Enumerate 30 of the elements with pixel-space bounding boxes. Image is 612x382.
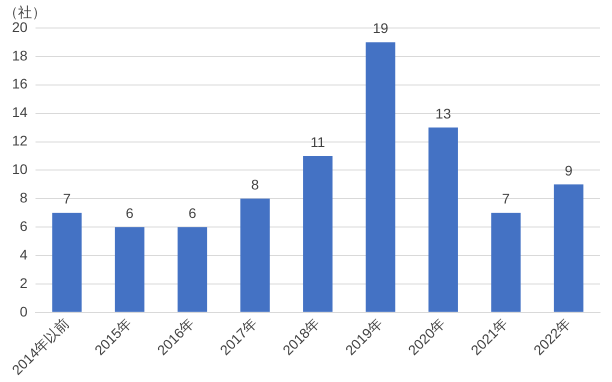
data-label: 19 — [372, 20, 388, 36]
y-tick-label: 12 — [12, 132, 28, 149]
y-tick-label: 16 — [12, 76, 28, 92]
y-tick-label: 4 — [20, 246, 28, 262]
y-tick-label: 6 — [20, 218, 28, 234]
y-tick-label: 14 — [12, 104, 28, 120]
y-axis-title: （社） — [4, 4, 46, 20]
data-label: 13 — [435, 105, 452, 122]
bar — [366, 42, 396, 312]
y-tick-label: 2 — [20, 274, 28, 291]
bar — [491, 212, 521, 312]
bar — [303, 156, 333, 312]
bar — [428, 128, 458, 312]
data-label: 6 — [188, 204, 196, 221]
y-tick-label: 0 — [20, 303, 28, 320]
y-tick-label: 18 — [12, 47, 28, 64]
data-label: 11 — [310, 134, 326, 150]
data-label: 7 — [502, 190, 510, 207]
bar — [114, 227, 144, 312]
data-label: 9 — [564, 162, 573, 178]
y-tick-label: 10 — [12, 161, 28, 178]
bar — [178, 227, 208, 312]
bar — [240, 198, 270, 312]
data-label: 7 — [63, 190, 72, 207]
data-label: 6 — [126, 204, 134, 221]
bar — [554, 184, 584, 312]
data-label: 8 — [251, 176, 260, 192]
bar — [52, 212, 82, 312]
y-tick-label: 20 — [12, 18, 28, 35]
y-tick-label: 8 — [20, 190, 28, 206]
